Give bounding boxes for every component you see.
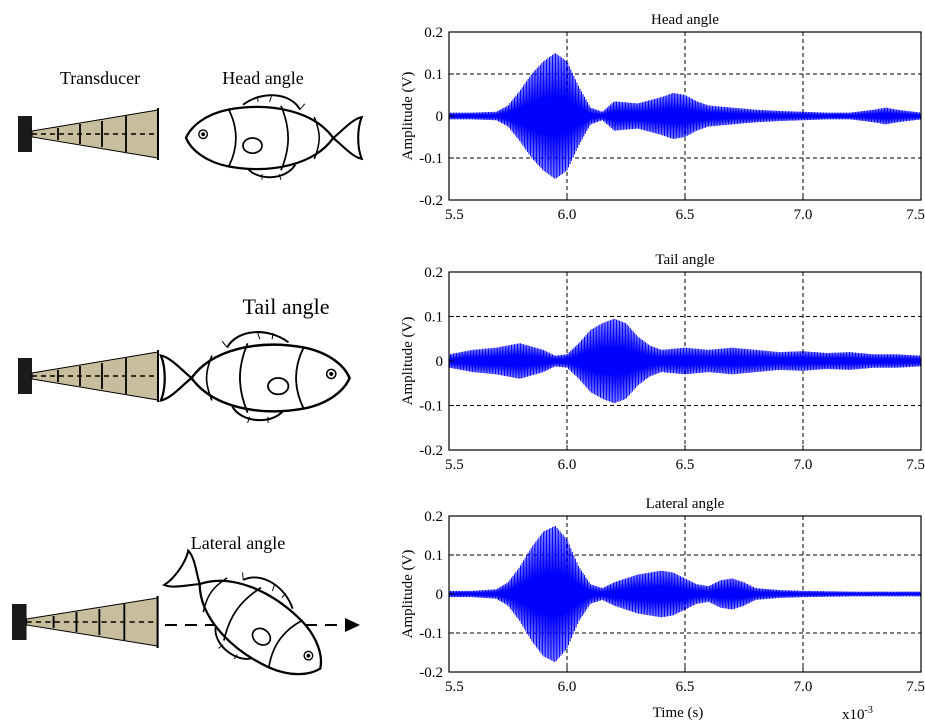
x-tick-label: 6.0	[558, 679, 577, 695]
y-axis-label: Amplitude (V)	[400, 72, 416, 161]
head-angle-label: Head angle	[222, 68, 303, 88]
chart-title: Head angle	[651, 12, 719, 28]
y-tick-label: 0.1	[424, 310, 443, 326]
x-tick-label: 7.0	[794, 457, 813, 473]
y-tick-label: 0	[436, 354, 444, 370]
transducer-icon-tail	[17, 349, 159, 403]
y-tick-label: 0.1	[424, 548, 443, 564]
chart-tail-angle: Tail angle 0.2 0.1 0 -0.1 -0.25.5 6.0 6.5 7.0 7.5…	[400, 252, 925, 473]
x-axis-label: Time (s)	[653, 705, 704, 721]
y-tick-label: 0.2	[424, 265, 443, 281]
transducer-icon-lateral	[10, 594, 159, 650]
chart-lateral-angle: Lateral angle 0.2 0.1 0 -0.1 -0.25.5 6.0 6.5 7.0…	[400, 496, 925, 695]
x-tick-label: 7.5	[906, 457, 925, 473]
x-tick-label: 6.5	[676, 679, 695, 695]
chart-title: Tail angle	[655, 252, 715, 268]
y-tick-label: -0.1	[419, 399, 443, 415]
y-tick-label: -0.2	[419, 665, 443, 681]
transducer-icon-head	[17, 107, 159, 161]
chart-head-angle: Head angle 0.2 0.1 0 -0.1 -0.25.5 6.0 6.5 7.0 7.5…	[400, 12, 925, 223]
lateral-angle-label: Lateral angle	[191, 533, 285, 553]
fish-icon-head	[184, 94, 363, 181]
x-multiplier: x10-3	[842, 705, 873, 723]
y-axis-label: Amplitude (V)	[400, 550, 416, 639]
transducer-label: Transducer	[60, 68, 140, 88]
y-tick-label: 0.2	[424, 509, 443, 525]
y-axis-label: Amplitude (V)	[400, 317, 416, 406]
x-tick-label: 7.0	[794, 679, 813, 695]
x-tick-label: 5.5	[445, 679, 464, 695]
y-tick-label: 0	[436, 587, 444, 603]
x-tick-label: 5.5	[445, 457, 464, 473]
x-tick-label: 6.0	[558, 457, 577, 473]
y-tick-label: -0.1	[419, 626, 443, 642]
x-tick-label: 6.5	[676, 207, 695, 223]
arrow-head-icon	[345, 618, 360, 632]
y-tick-label: -0.2	[419, 443, 443, 459]
signal-trace	[448, 53, 922, 179]
x-tick-label: 7.0	[794, 207, 813, 223]
x-tick-label: 7.5	[906, 679, 925, 695]
chart-title: Lateral angle	[646, 496, 725, 512]
y-tick-label: -0.2	[419, 193, 443, 209]
x-tick-label: 7.5	[906, 207, 925, 223]
x-tick-label: 6.0	[558, 207, 577, 223]
fish-icon-tail	[159, 330, 351, 425]
y-tick-label: 0.1	[424, 67, 443, 83]
y-tick-label: 0.2	[424, 25, 443, 41]
y-tick-label: 0	[436, 109, 444, 125]
x-tick-label: 5.5	[445, 207, 464, 223]
fish-icon-lateral	[151, 531, 346, 704]
x-tick-label: 6.5	[676, 457, 695, 473]
tail-angle-label: Tail angle	[242, 294, 329, 319]
signal-trace	[448, 319, 922, 404]
signal-trace	[448, 526, 922, 663]
y-tick-label: -0.1	[419, 151, 443, 167]
